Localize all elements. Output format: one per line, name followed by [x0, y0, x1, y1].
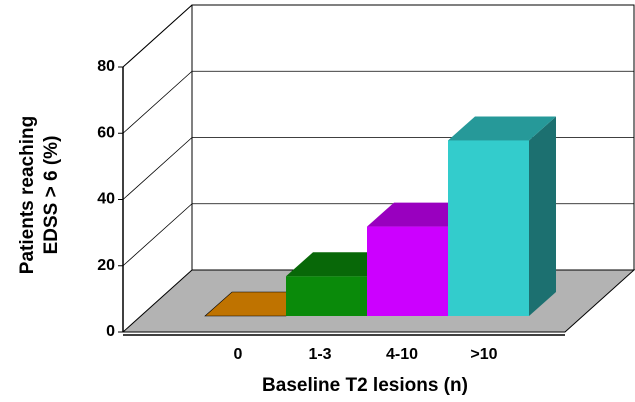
y-axis-title-line: EDSS > 6 (%): [41, 136, 62, 255]
grid-line: [122, 4, 193, 68]
bar-top: [448, 116, 556, 141]
grid-line: [122, 137, 193, 200]
bar: [286, 276, 367, 316]
x-tick-label: >10: [470, 346, 497, 363]
grid-line: [122, 70, 193, 134]
x-axis-title: Baseline T2 lesions (n): [262, 375, 468, 396]
y-tick-label: 20: [97, 257, 115, 274]
x-tick-label: 0: [234, 346, 243, 363]
y-axis-title: Patients reaching EDSS > 6 (%): [17, 116, 62, 274]
x-tick-label: 4-10: [386, 346, 418, 363]
bar-side: [529, 116, 556, 316]
y-axis-title-line: Patients reaching: [17, 116, 38, 274]
grid-line: [122, 203, 193, 267]
y-tick-label: 0: [106, 323, 115, 340]
y-tick-label: 60: [97, 124, 115, 141]
x-tick-label: 1-3: [308, 346, 331, 363]
bar: [448, 140, 529, 316]
y-tick-label: 40: [97, 191, 115, 208]
y-tick-label: 80: [97, 58, 115, 75]
bar: [367, 226, 448, 316]
